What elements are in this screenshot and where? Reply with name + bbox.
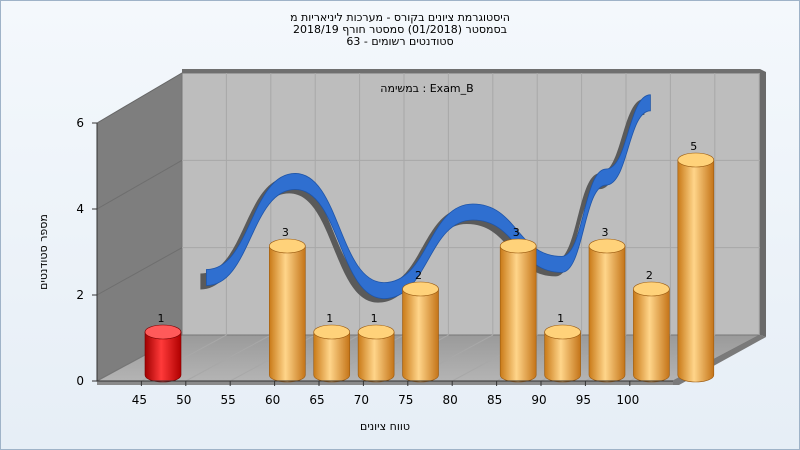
bar-cap	[588, 238, 626, 254]
y-tick-label: 4	[76, 202, 84, 216]
bar-body	[269, 245, 306, 383]
chart-title-line-2: בסמסטר (01/2018) סמסטר חורף 2018/19	[293, 23, 507, 36]
bar-data-label: 1	[371, 312, 378, 325]
chart-title-line-3: סטודנטים רשומים - 63	[346, 35, 454, 48]
x-tick-label: 50	[176, 393, 191, 407]
bar	[544, 324, 581, 383]
y-tick-label: 0	[76, 374, 84, 388]
x-tick-label: 70	[354, 393, 369, 407]
bar-data-label: 5	[690, 140, 697, 153]
bar	[402, 281, 439, 383]
bar	[677, 152, 715, 383]
bar	[357, 324, 395, 383]
bar-cap	[357, 324, 395, 340]
x-tick-label: 100	[616, 393, 639, 407]
x-tick-label: 95	[576, 393, 591, 407]
bar-cap	[633, 281, 670, 297]
bar-body	[144, 331, 182, 383]
bar-body	[633, 288, 670, 383]
x-tick-label: 65	[309, 393, 324, 407]
x-tick-label: 90	[531, 393, 546, 407]
floor-front-edge	[97, 381, 673, 385]
bar-data-label: 2	[415, 269, 422, 282]
bar-cap	[313, 324, 351, 340]
y-tick-label: 6	[76, 116, 84, 130]
bar-body	[313, 331, 351, 383]
gridline-floor	[185, 334, 272, 382]
chart-subtitle: במשימה : Exam_B	[380, 82, 473, 95]
bar	[588, 238, 626, 383]
gridline-wall	[96, 247, 183, 296]
bars: 1 3 1 1 2 3 1 3 2 5	[144, 140, 715, 383]
x-tick-label: 45	[132, 393, 147, 407]
bar-cap	[677, 152, 715, 168]
bar-cap	[499, 238, 537, 254]
bar	[269, 238, 306, 383]
bar-body	[544, 331, 581, 383]
back-wall-depth-side	[760, 69, 766, 337]
back-wall-depth-top	[182, 69, 760, 73]
bar-cap	[544, 324, 581, 340]
bar-data-label: 1	[557, 312, 564, 325]
y-tick-label: 2	[76, 288, 84, 302]
y-axis-title: מספר סטודנטים	[37, 214, 50, 290]
bar	[313, 324, 351, 383]
bar-body	[499, 245, 537, 383]
bar-data-label: 3	[513, 226, 520, 239]
x-tick-label: 75	[398, 393, 413, 407]
bar	[499, 238, 537, 383]
x-tick-label: 80	[443, 393, 458, 407]
chart-title-line-1: היסטוגרמת ציונים בקורס - מערכות ליניאריו…	[290, 11, 510, 24]
trend-ribbon-series	[206, 94, 651, 300]
bar-cap	[269, 238, 306, 254]
bar-body	[588, 245, 626, 383]
bar	[144, 324, 182, 383]
bar-data-label: 1	[158, 312, 165, 325]
bar-body	[402, 288, 439, 383]
trend-ribbon	[200, 94, 651, 303]
bar-data-label: 2	[646, 269, 653, 282]
axes: 0 2 4 6 45 50 55 60 65 70 75 80 85 90 95 100	[76, 116, 673, 407]
bar-body	[677, 159, 715, 383]
gridline-wall	[96, 159, 183, 210]
x-tick-label: 55	[221, 393, 236, 407]
bar-data-label: 3	[602, 226, 609, 239]
bar-cap	[144, 324, 182, 340]
bar-data-label: 3	[282, 226, 289, 239]
bar-body	[357, 331, 395, 383]
bar-cap	[402, 281, 439, 297]
bar	[633, 281, 670, 383]
bar-data-label: 1	[326, 312, 333, 325]
x-tick-label: 85	[487, 393, 502, 407]
x-axis-title: טווח ציונים	[360, 420, 410, 433]
x-tick-label: 60	[265, 393, 280, 407]
